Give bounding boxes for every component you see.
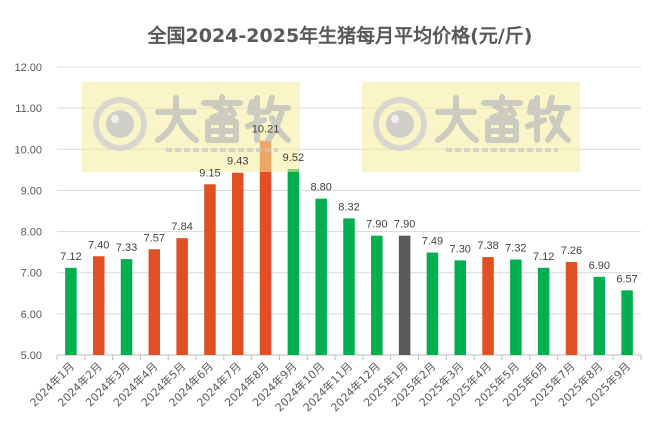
watermark-logo — [362, 82, 580, 172]
y-tick-label: 8.00 — [21, 227, 42, 239]
bar — [593, 276, 606, 355]
watermarks — [82, 82, 580, 172]
y-tick-label: 9.00 — [21, 185, 42, 197]
data-label: 7.12 — [60, 251, 81, 263]
chart-title: 全国2024-2025年生猪每月平均价格(元/斤) — [147, 24, 533, 47]
data-label: 6.57 — [616, 273, 637, 285]
data-label: 7.57 — [144, 232, 165, 244]
data-label: 7.33 — [116, 242, 137, 254]
data-label: 7.49 — [422, 236, 443, 248]
data-label: 9.52 — [283, 152, 304, 164]
y-tick-label: 5.00 — [21, 350, 42, 362]
bars — [65, 140, 633, 355]
data-label: 9.15 — [199, 167, 220, 179]
data-label: 7.40 — [88, 239, 109, 251]
bar — [148, 249, 161, 355]
bar — [259, 140, 272, 355]
data-label: 7.30 — [450, 243, 471, 255]
bar — [232, 172, 244, 355]
data-label: 7.26 — [561, 245, 582, 257]
data-labels: 7.12 7.40 7.33 7.57 7.84 9.15 9.43 10.21 9.52 8.8… — [60, 124, 638, 286]
data-label: 9.43 — [227, 156, 248, 168]
data-label: 10.21 — [252, 124, 280, 136]
watermark-eye-icon — [373, 97, 427, 151]
bar — [621, 290, 633, 355]
y-tick-label: 6.00 — [21, 309, 42, 321]
bar — [92, 256, 105, 355]
watermark-eye-icon — [93, 97, 147, 151]
bar — [371, 235, 383, 355]
watermark-logo — [82, 82, 300, 172]
data-label: 7.12 — [533, 251, 554, 263]
bar — [426, 252, 439, 355]
data-label: 7.90 — [366, 219, 387, 231]
data-label: 6.90 — [589, 260, 610, 272]
bar — [176, 238, 188, 355]
x-axis-labels: 2024年1月2024年2月2024年3月2024年4月2024年5月2024年… — [27, 359, 633, 414]
bar — [343, 218, 355, 355]
bar — [120, 259, 133, 355]
bar — [398, 235, 411, 355]
data-label: 8.80 — [310, 182, 331, 194]
bar — [565, 262, 578, 355]
watermark-brand-graphic — [435, 94, 571, 143]
data-label: 7.32 — [505, 243, 526, 255]
y-tick-label: 10.00 — [14, 144, 42, 156]
bar — [537, 267, 550, 355]
data-label: 8.32 — [338, 201, 359, 213]
data-label: 7.90 — [394, 219, 415, 231]
data-label: 7.38 — [477, 240, 498, 252]
bar — [482, 257, 494, 355]
y-tick-label: 12.00 — [14, 62, 42, 74]
y-tick-label: 7.00 — [21, 268, 42, 280]
watermark-brand-graphic — [155, 94, 291, 143]
bar — [454, 260, 466, 355]
bar — [510, 259, 522, 355]
data-label: 7.84 — [171, 221, 192, 233]
bar — [315, 198, 327, 355]
bar — [65, 267, 77, 355]
bar — [204, 184, 216, 355]
y-tick-label: 11.00 — [15, 103, 42, 115]
bar — [287, 169, 300, 355]
